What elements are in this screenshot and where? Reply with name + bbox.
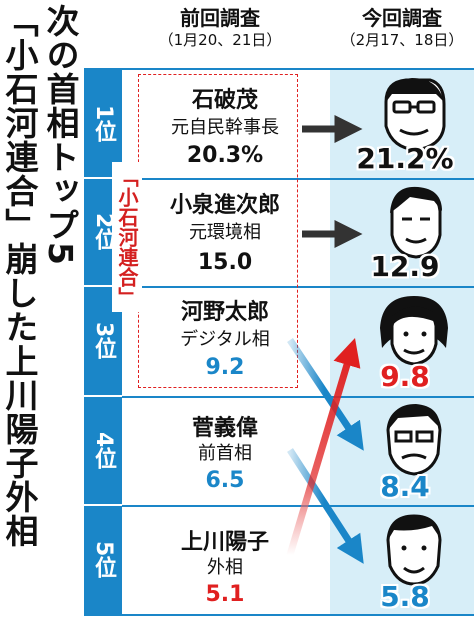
table-bottom-line — [84, 614, 474, 616]
rank-3: 3位 — [84, 287, 122, 395]
rank-2: 2位 — [84, 179, 122, 285]
prev-value-4: 6.5 — [205, 468, 245, 493]
prev-name-3: 河野太郎 — [180, 300, 269, 325]
header-current: 今回調査 （2月17、18日） — [330, 6, 474, 50]
rank-bar — [84, 70, 122, 615]
rank-divider — [84, 285, 122, 287]
kono-portrait-icon — [386, 404, 442, 476]
row-divider — [122, 396, 474, 398]
row-divider — [122, 286, 474, 288]
group-label: 「小石河連合」 — [112, 162, 142, 312]
curr-value-5: 5.8 — [380, 580, 430, 613]
rank-label: 5位 — [91, 541, 116, 579]
row-divider — [122, 178, 474, 180]
rank-label: 2位 — [91, 213, 116, 251]
koizumi-portrait-icon — [390, 186, 442, 259]
rank-label: 1位 — [91, 104, 116, 143]
curr-value-3: 9.8 — [380, 360, 430, 393]
prev-name-1: 石破茂 — [191, 88, 258, 113]
prev-title-4: 前首相 — [198, 443, 252, 464]
prev-value-5: 5.1 — [205, 582, 245, 607]
prev-name-4: 菅義偉 — [191, 416, 258, 441]
header-previous-label: 前回調査 — [180, 6, 260, 30]
header-previous-dates: （1月20、21日） — [158, 31, 282, 49]
prev-value-3: 9.2 — [205, 355, 245, 380]
rank-4: 4位 — [84, 397, 122, 504]
rank-1: 1位 — [84, 70, 122, 177]
header-current-label: 今回調査 — [362, 6, 442, 30]
row-divider — [122, 505, 474, 507]
header-current-dates: （2月17、18日） — [340, 31, 464, 49]
table-top-line — [84, 68, 474, 70]
prev-value-1: 20.3% — [186, 143, 264, 168]
ishiba-portrait-icon — [384, 78, 446, 152]
prev-name-5: 上川陽子 — [180, 530, 269, 555]
title-line-2: 「小石河連合」崩した上川陽子外相 — [0, 4, 39, 548]
prev-value-2: 15.0 — [197, 250, 253, 275]
title-line-1: 次の首相トップ5 — [41, 4, 80, 266]
header-previous: 前回調査 （1月20、21日） — [140, 6, 300, 50]
curr-value-4: 8.4 — [380, 470, 430, 503]
prev-title-2: 元環境相 — [189, 222, 261, 243]
curr-value-1: 21.2% — [356, 142, 454, 175]
rank-5: 5位 — [84, 506, 122, 614]
rank-label: 4位 — [91, 431, 116, 470]
arrow-3 — [287, 338, 364, 451]
kamikawa-portrait-icon — [380, 296, 448, 366]
arrow-4 — [287, 448, 364, 564]
suga-portrait-icon — [386, 514, 442, 586]
prev-title-1: 元自民幹事長 — [171, 117, 279, 138]
rank-divider — [84, 177, 122, 179]
rank-divider — [84, 395, 122, 397]
rank-divider — [84, 504, 122, 506]
curr-value-2: 12.9 — [370, 250, 440, 283]
prev-title-5: 外相 — [207, 557, 243, 578]
prev-title-3: デジタル相 — [180, 329, 270, 350]
arrow-5 — [286, 337, 361, 557]
prev-name-2: 小泉進次郎 — [169, 193, 280, 218]
rank-label: 3位 — [91, 322, 116, 360]
